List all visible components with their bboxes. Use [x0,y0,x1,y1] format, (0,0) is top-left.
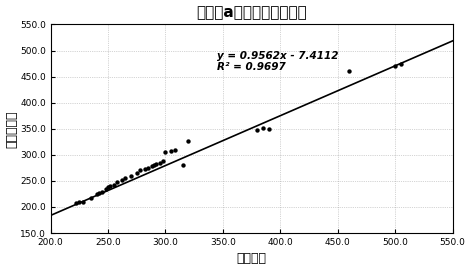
Text: y = 0.9562x - 7.4112: y = 0.9562x - 7.4112 [217,51,339,60]
Point [79,199,87,204]
Point [148,164,155,169]
Point [253,128,261,132]
Point [265,127,273,131]
Point [95,191,103,196]
Y-axis label: 本发明试剂: 本发明试剂 [6,110,18,147]
Point [150,163,158,167]
Point [127,173,135,178]
Point [104,185,112,189]
Point [72,201,80,205]
X-axis label: 进口试剂: 进口试剂 [236,253,267,265]
Point [185,138,192,143]
Title: 脂蛋白a检测试剂盒相关性: 脂蛋白a检测试剂盒相关性 [196,6,307,21]
Point [171,147,179,152]
Point [156,160,163,165]
Point [76,200,83,204]
Point [137,168,144,173]
Point [397,62,405,66]
Point [133,171,140,175]
Point [118,178,126,182]
Point [106,184,114,188]
Point [98,190,106,195]
Point [391,64,399,68]
Point [102,186,110,191]
Point [162,150,169,154]
Point [179,163,187,167]
Point [345,69,353,74]
Text: R² = 0.9697: R² = 0.9697 [217,62,286,72]
Point [159,159,167,163]
Point [145,166,152,170]
Point [168,149,175,153]
Point [93,192,100,197]
Point [110,182,118,187]
Point [260,125,267,130]
Point [87,195,95,200]
Point [153,162,160,166]
Point [114,180,121,184]
Point [141,167,148,172]
Point [122,176,129,180]
